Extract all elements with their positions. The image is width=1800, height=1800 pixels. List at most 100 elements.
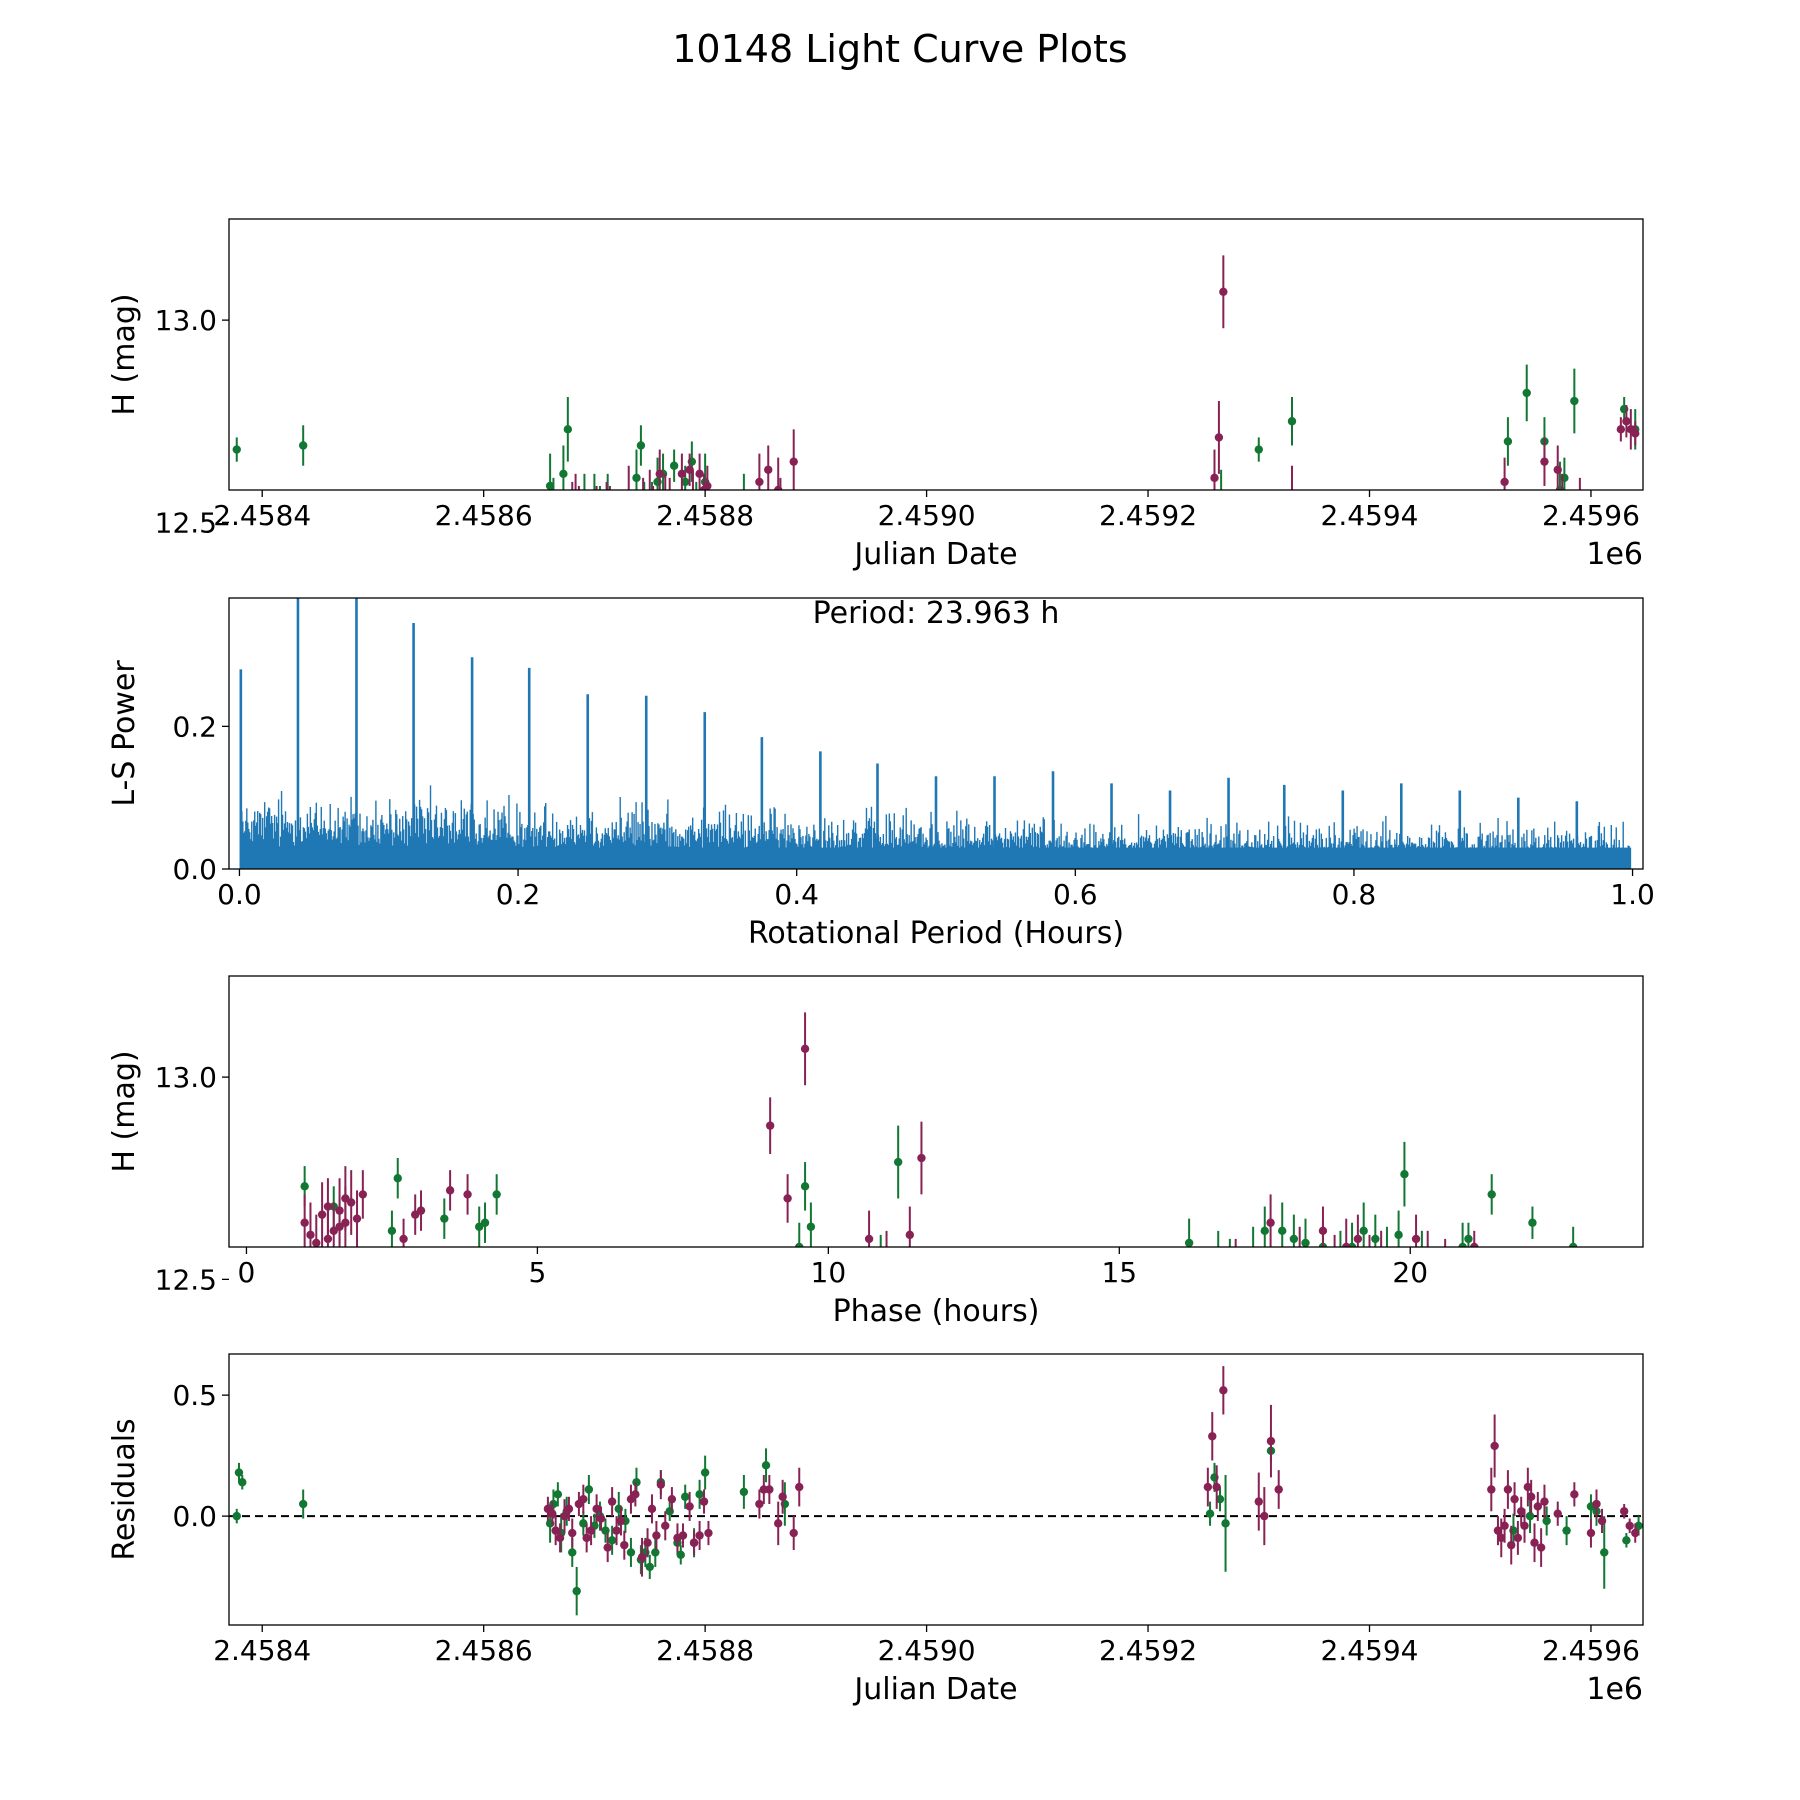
plot-area <box>229 1366 1643 1616</box>
data-point <box>1301 1238 1310 1247</box>
x-tick-label: 2.4594 <box>1321 499 1419 532</box>
data-point <box>1533 1502 1543 1511</box>
data-point <box>695 469 704 479</box>
x-tick-label: 2.4584 <box>213 1634 311 1667</box>
y-axis-label: H (mag) <box>107 293 142 415</box>
y-tick-label: 13.0 <box>155 304 217 337</box>
plot-area <box>239 598 1632 869</box>
data-point <box>1203 1482 1213 1492</box>
data-point <box>323 1202 333 1211</box>
x-tick-label: 2.4592 <box>1099 1634 1197 1667</box>
data-point <box>795 1482 804 1492</box>
data-point <box>678 1531 688 1540</box>
data-point <box>643 1538 652 1547</box>
data-point <box>755 477 764 487</box>
data-point <box>584 1485 594 1494</box>
data-point <box>656 1480 666 1489</box>
plot-area <box>300 1012 1578 1247</box>
data-point <box>555 1533 565 1543</box>
data-point <box>553 1490 563 1499</box>
x-offset-label: 1e6 <box>1586 537 1643 572</box>
data-point <box>312 1238 321 1247</box>
data-point <box>1570 396 1579 406</box>
x-tick-label: 2.4586 <box>435 499 533 532</box>
data-point <box>393 1174 402 1183</box>
x-axis-label: Julian Date <box>852 537 1017 572</box>
data-point <box>1266 1218 1275 1227</box>
y-tick-label: 0.5 <box>172 1379 217 1412</box>
data-point <box>695 1531 704 1540</box>
x-tick-label: 2.4586 <box>435 1634 533 1667</box>
data-point <box>232 445 241 454</box>
data-point <box>1287 417 1297 426</box>
data-point <box>1507 1540 1516 1550</box>
data-point <box>755 1499 764 1509</box>
x-tick-label: 0 <box>238 1256 256 1289</box>
x-axis-label: Rotational Period (Hours) <box>748 916 1124 951</box>
data-point <box>387 1226 397 1236</box>
data-point <box>1520 1521 1529 1530</box>
data-point <box>1522 388 1531 398</box>
data-point <box>440 1214 449 1223</box>
data-point <box>232 1511 241 1521</box>
data-point <box>1493 1526 1503 1535</box>
x-tick-label: 1.0 <box>1610 878 1655 911</box>
data-point <box>1221 1519 1230 1528</box>
data-point <box>1562 1526 1571 1535</box>
data-point <box>1318 1226 1328 1236</box>
data-point <box>636 441 646 450</box>
data-point <box>637 1553 647 1562</box>
phase-panel: 0 5 10 15 20 12.5 13.0 Phase (hours) H (mag) <box>107 975 1644 1329</box>
x-tick-label: 10 <box>811 1256 847 1289</box>
data-point <box>676 1550 685 1560</box>
data-point <box>1570 1490 1579 1499</box>
data-point <box>1536 1543 1546 1552</box>
data-point <box>1254 1497 1263 1506</box>
data-point <box>1513 1533 1523 1543</box>
data-point <box>1622 417 1631 426</box>
data-point <box>1214 433 1224 442</box>
data-point <box>492 1190 501 1199</box>
figure-title: 10148 Light Curve Plots <box>672 27 1127 71</box>
data-point <box>905 1230 915 1240</box>
x-tick-label: 2.4584 <box>213 499 311 532</box>
data-point <box>300 1182 309 1191</box>
data-point <box>1540 1497 1549 1506</box>
x-tick-label: 2.4592 <box>1099 499 1197 532</box>
data-point <box>1622 1536 1631 1545</box>
data-point <box>893 1157 903 1167</box>
data-point <box>647 1504 657 1514</box>
data-point <box>551 1526 560 1535</box>
data-point <box>645 1562 654 1572</box>
data-point <box>800 1044 810 1054</box>
data-point <box>1490 1441 1499 1451</box>
data-point <box>1619 1507 1629 1516</box>
data-point <box>1219 1386 1228 1395</box>
data-point <box>306 1230 315 1240</box>
data-point <box>603 1543 612 1552</box>
data-point <box>761 1461 771 1470</box>
data-point <box>789 457 798 466</box>
data-point <box>1528 1218 1537 1227</box>
data-point <box>783 1194 792 1203</box>
x-tick-label: 2.4596 <box>1542 499 1640 532</box>
x-tick-label: 0.6 <box>1053 878 1098 911</box>
data-point <box>695 1490 704 1499</box>
data-point <box>582 1533 591 1543</box>
data-point <box>917 1153 926 1163</box>
data-point <box>317 1210 327 1219</box>
data-point <box>548 1509 557 1518</box>
x-tick-label: 2.4596 <box>1542 1634 1640 1667</box>
data-point <box>563 425 573 434</box>
panel-title: Period: 23.963 h <box>813 596 1060 631</box>
data-point <box>1526 1492 1536 1501</box>
data-point <box>323 1234 333 1244</box>
data-point <box>1400 1169 1409 1179</box>
data-point <box>234 1468 244 1477</box>
y-tick-label: 0.0 <box>172 1500 217 1533</box>
data-point <box>806 1222 816 1231</box>
data-point <box>1215 1494 1225 1504</box>
data-point <box>1278 1226 1287 1236</box>
